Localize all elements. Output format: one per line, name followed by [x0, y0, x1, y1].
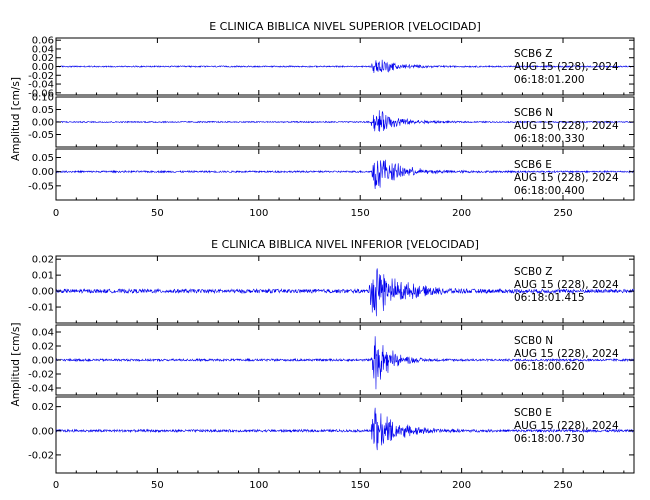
- y-tick-label: 0.00: [32, 287, 54, 298]
- y-tick-label: -0.02: [28, 450, 54, 461]
- y-tick-label: -0.04: [28, 384, 54, 395]
- y-tick-label: 0.04: [32, 44, 54, 55]
- y-tick-label: -0.04: [28, 80, 54, 91]
- station-component-label: SCB6 Z: [514, 48, 552, 60]
- y-tick-label: 0.00: [32, 167, 54, 178]
- chart-title: E CLINICA BIBLICA NIVEL SUPERIOR [VELOCI…: [209, 20, 481, 33]
- date-label: AUG 15 (228), 2024: [514, 420, 619, 432]
- y-tick-label: -0.05: [28, 181, 54, 192]
- panel-frame: [55, 148, 635, 201]
- y-tick-label: 0.02: [32, 53, 54, 64]
- y-tick-label: -0.02: [28, 71, 54, 82]
- y-tick-label: 0.00: [32, 62, 54, 73]
- start-time-label: 06:18:01.200: [514, 74, 585, 86]
- y-tick-label: 0.00: [32, 118, 54, 129]
- date-label: AUG 15 (228), 2024: [514, 348, 619, 360]
- x-tick-label: 150: [351, 480, 370, 491]
- y-tick-label: 0.05: [32, 153, 54, 164]
- y-tick-label: 0.01: [32, 271, 54, 282]
- start-time-label: 06:18:01.415: [514, 292, 585, 304]
- waveform-trace: [55, 159, 635, 189]
- waveform-trace: [55, 110, 635, 132]
- x-tick-label: 200: [452, 480, 471, 491]
- y-axis-label: Amplitud [cm/s]: [10, 323, 22, 407]
- x-tick-label: 200: [452, 208, 471, 219]
- station-component-label: SCB0 E: [514, 407, 552, 419]
- panel-frame: [55, 396, 635, 474]
- station-component-label: SCB6 E: [514, 159, 552, 171]
- waveform-trace: [55, 407, 635, 451]
- y-tick-label: -0.01: [28, 303, 54, 314]
- waveform-trace: [55, 268, 635, 317]
- trace-panel-scb6-z: 0.060.040.020.00-0.02-0.04-0.06 SCB6 ZAUG…: [28, 36, 635, 99]
- seismogram-group-2: E CLINICA BIBLICA NIVEL INFERIOR [VELOCI…: [10, 238, 635, 491]
- start-time-label: 06:18:00.620: [514, 361, 585, 373]
- x-tick-label: 50: [151, 208, 164, 219]
- y-tick-label: 0.02: [32, 342, 54, 353]
- date-label: AUG 15 (228), 2024: [514, 120, 619, 132]
- y-axis-label: Amplitud [cm/s]: [10, 77, 22, 161]
- x-tick-label: 50: [151, 480, 164, 491]
- station-component-label: SCB6 N: [514, 107, 553, 119]
- station-component-label: SCB0 N: [514, 335, 553, 347]
- y-tick-label: 0.06: [32, 36, 54, 47]
- start-time-label: 06:18:00.400: [514, 185, 585, 197]
- y-tick-label: 0.02: [32, 402, 54, 413]
- y-tick-label: 0.05: [32, 105, 54, 116]
- y-tick-label: -0.05: [28, 130, 54, 141]
- start-time-label: 06:18:00.730: [514, 433, 585, 445]
- y-tick-label: 0.00: [32, 426, 54, 437]
- seismogram-group-1: E CLINICA BIBLICA NIVEL SUPERIOR [VELOCI…: [10, 20, 635, 219]
- waveform-trace: [55, 336, 635, 390]
- y-tick-label: -0.06: [28, 88, 54, 99]
- x-tick-label: 100: [249, 480, 268, 491]
- x-tick-label: 100: [249, 208, 268, 219]
- x-tick-label: 250: [553, 208, 572, 219]
- x-tick-label: 250: [553, 480, 572, 491]
- start-time-label: 06:18:00.330: [514, 133, 585, 145]
- y-tick-label: -0.02: [28, 370, 54, 381]
- chart-title: E CLINICA BIBLICA NIVEL INFERIOR [VELOCI…: [211, 238, 479, 251]
- x-tick-label: 0: [53, 480, 59, 491]
- date-label: AUG 15 (228), 2024: [514, 61, 619, 73]
- y-tick-label: 0.10: [32, 93, 54, 104]
- x-tick-label: 0: [53, 208, 59, 219]
- y-tick-label: 0.00: [32, 356, 54, 367]
- date-label: AUG 15 (228), 2024: [514, 279, 619, 291]
- waveform-trace: [55, 59, 635, 74]
- date-label: AUG 15 (228), 2024: [514, 172, 619, 184]
- y-tick-label: 0.04: [32, 328, 54, 339]
- x-tick-label: 150: [351, 208, 370, 219]
- station-component-label: SCB0 Z: [514, 266, 552, 278]
- y-tick-label: 0.02: [32, 255, 54, 266]
